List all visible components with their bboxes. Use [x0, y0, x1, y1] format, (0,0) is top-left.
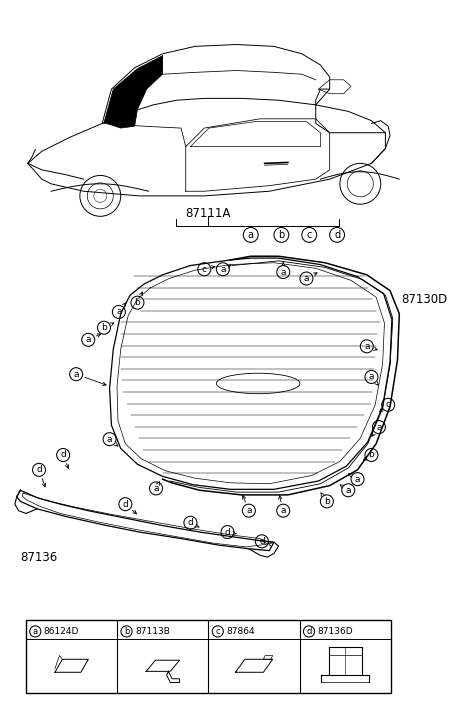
Polygon shape — [110, 258, 392, 489]
Text: d: d — [123, 499, 128, 509]
Text: d: d — [36, 465, 42, 474]
Text: a: a — [376, 422, 382, 432]
Text: d: d — [60, 451, 66, 459]
Text: c: c — [216, 627, 220, 636]
Text: a: a — [220, 265, 226, 274]
Text: a: a — [364, 342, 370, 351]
Text: 87113B: 87113B — [135, 627, 170, 636]
Text: a: a — [107, 435, 112, 443]
Text: 87136: 87136 — [21, 550, 57, 563]
Polygon shape — [55, 659, 88, 672]
Text: a: a — [246, 506, 251, 515]
Text: a: a — [355, 475, 360, 483]
Text: b: b — [124, 627, 129, 636]
Polygon shape — [236, 659, 273, 672]
Text: d: d — [224, 528, 230, 537]
Text: b: b — [135, 298, 141, 308]
Text: 87864: 87864 — [226, 627, 255, 636]
Text: d: d — [306, 627, 312, 636]
Polygon shape — [104, 56, 163, 128]
Text: d: d — [334, 230, 340, 240]
Text: 87136D: 87136D — [317, 627, 353, 636]
Bar — [26, 620, 391, 693]
Text: a: a — [304, 274, 309, 283]
Text: b: b — [278, 230, 285, 240]
Text: c: c — [202, 265, 207, 274]
Text: a: a — [73, 369, 79, 379]
Text: d: d — [188, 518, 193, 527]
Text: a: a — [281, 268, 286, 276]
Polygon shape — [167, 671, 180, 683]
Text: a: a — [369, 372, 374, 382]
Text: a: a — [33, 627, 38, 636]
Text: b: b — [369, 451, 374, 459]
Polygon shape — [146, 660, 180, 671]
Text: a: a — [116, 308, 122, 316]
Text: b: b — [101, 324, 107, 332]
Text: a: a — [281, 506, 286, 515]
Text: b: b — [324, 497, 330, 506]
Text: 87130D: 87130D — [401, 294, 447, 306]
Text: a: a — [345, 486, 351, 495]
Text: c: c — [307, 230, 312, 240]
Text: c: c — [386, 401, 391, 409]
Text: a: a — [153, 484, 159, 493]
Text: 87111A: 87111A — [185, 207, 231, 220]
Text: a: a — [248, 230, 254, 240]
Text: 86124D: 86124D — [44, 627, 79, 636]
Text: d: d — [259, 537, 265, 546]
Text: a: a — [85, 335, 91, 345]
